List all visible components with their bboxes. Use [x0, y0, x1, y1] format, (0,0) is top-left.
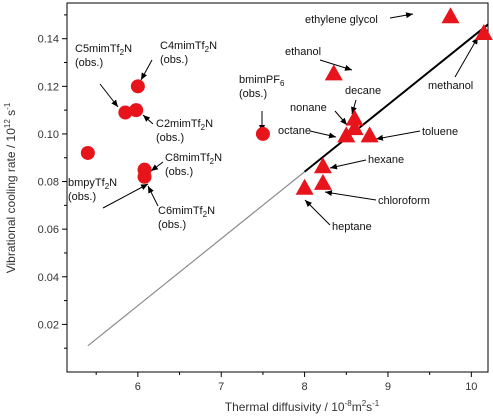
point-label: octane — [278, 125, 311, 137]
annotation-arrow — [140, 59, 153, 81]
annotation-labels: C4mimTf2N(obs.)C5mimTf2N(obs.)C2mimTf2N(… — [68, 14, 473, 233]
y-axis-label: Vibrational cooling rate / 1012 s-1 — [3, 102, 18, 273]
point-label: (obs.) — [158, 219, 186, 231]
triangle-marker — [441, 7, 460, 24]
triangle-marker — [360, 126, 379, 143]
point-label: ethylene glycol — [305, 14, 378, 26]
annotation-arrow — [334, 110, 348, 126]
triangle-marker — [313, 157, 332, 174]
point-label: C5mimTf2N — [75, 43, 132, 57]
data-markers — [80, 7, 493, 195]
annotation-arrow — [99, 83, 119, 108]
annotation-arrow — [142, 114, 154, 125]
point-label: (obs.) — [160, 54, 188, 66]
triangle-marker — [337, 126, 356, 143]
fit-line — [87, 23, 489, 347]
annotation-arrow — [150, 161, 164, 172]
x-tick-label: 6 — [135, 381, 141, 393]
point-label: hexane — [368, 154, 404, 166]
annotation-arrows — [99, 12, 479, 226]
y-tick-label: 0.12 — [38, 81, 59, 93]
y-tick-label: 0.08 — [38, 177, 59, 189]
plot-frame — [66, 2, 489, 373]
point-label: C2mimTf2N — [156, 118, 213, 132]
circle-marker — [118, 105, 133, 120]
triangle-marker — [313, 173, 332, 190]
triangle-marker — [295, 178, 314, 195]
annotation-arrow — [329, 159, 367, 170]
point-label: C8mimTf2N — [165, 152, 222, 166]
point-label: heptane — [332, 221, 372, 233]
annotation-arrow — [102, 183, 149, 209]
point-label: (obs.) — [165, 166, 193, 178]
point-label: (obs.) — [68, 191, 96, 203]
fit-line-thick — [303, 23, 489, 173]
triangle-marker — [345, 119, 364, 136]
point-label: C6mimTf2N — [158, 205, 215, 219]
point-label: C4mimTf2N — [160, 40, 217, 54]
triangle-marker — [474, 23, 493, 40]
annotation-arrow — [324, 190, 377, 201]
triangle-marker — [324, 64, 343, 81]
y-tick-label: 0.14 — [38, 34, 59, 46]
point-label: bmimPF6 — [239, 74, 285, 88]
circle-marker — [80, 145, 95, 160]
circle-marker — [129, 103, 144, 118]
y-tick-label: 0.10 — [38, 129, 59, 141]
annotation-arrow — [147, 185, 159, 207]
point-label: (obs.) — [239, 88, 267, 100]
x-tick-label: 7 — [218, 381, 224, 393]
point-label: (obs.) — [156, 132, 184, 144]
point-label: ethanol — [285, 46, 321, 58]
point-label: toluene — [422, 126, 458, 138]
annotation-arrow — [375, 130, 421, 141]
annotation-arrow — [389, 12, 414, 19]
x-axis-label: Thermal diffusivity / 10-8m2s-1 — [225, 399, 380, 414]
x-tick-label: 9 — [385, 381, 391, 393]
y-tick-label: 0.04 — [38, 272, 59, 284]
annotation-arrow — [454, 36, 479, 78]
x-tick-label: 8 — [302, 381, 308, 393]
annotation-arrow — [351, 99, 357, 115]
point-label: chloroform — [378, 195, 430, 207]
annotation-arrow — [319, 59, 353, 71]
point-label: methanol — [428, 80, 473, 92]
circle-marker — [130, 79, 145, 94]
axes — [66, 2, 489, 373]
circle-marker — [255, 126, 270, 141]
ticks: 6 7 8 9 10 0.02 0.04 0.06 0.08 0.10 0.12 0.14 — [38, 14, 477, 393]
x-tick-label: 10 — [465, 381, 477, 393]
circle-marker — [137, 169, 152, 184]
y-tick-label: 0.06 — [38, 224, 59, 236]
annotation-arrow — [309, 130, 337, 139]
triangle-marker — [345, 109, 364, 126]
y-tick-label: 0.02 — [38, 319, 59, 331]
point-label: nonane — [290, 102, 327, 114]
annotation-arrow — [304, 199, 331, 226]
point-label: bmpyTf2N — [68, 177, 117, 191]
point-label: decane — [345, 85, 381, 97]
point-label: (obs.) — [75, 57, 103, 69]
fit-line-thin — [87, 171, 305, 347]
